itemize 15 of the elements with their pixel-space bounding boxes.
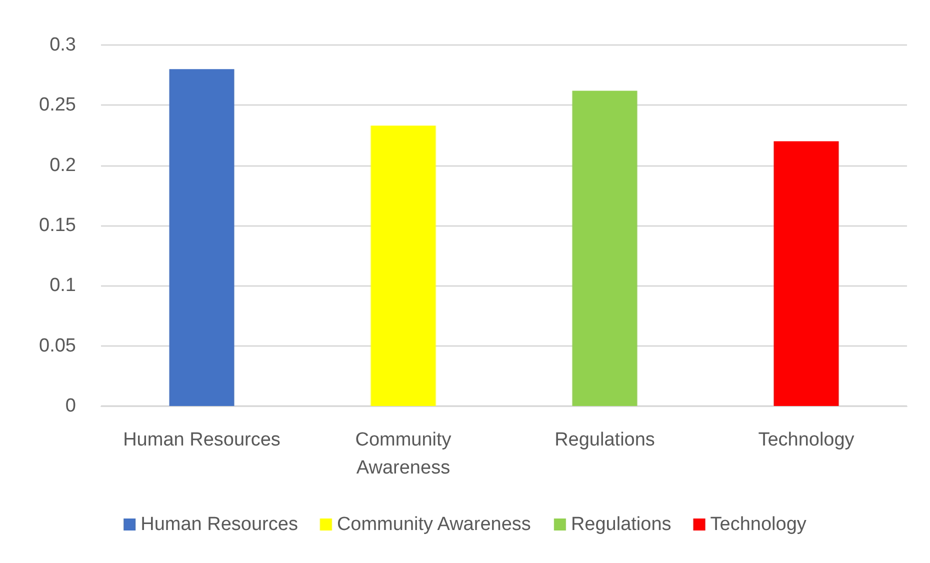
- x-tick-label: Community Awareness: [355, 430, 452, 478]
- y-tick-label: 0.2: [50, 154, 76, 176]
- x-tick-label: Technology: [758, 430, 855, 450]
- legend-label: Human Resources: [140, 514, 298, 535]
- y-tick-label: 0.3: [50, 34, 76, 56]
- y-tick-label: 0: [65, 396, 76, 416]
- legend-label: Regulations: [570, 514, 672, 535]
- legend-label: Technology: [710, 514, 807, 535]
- y-tick-label: 0.1: [50, 275, 76, 296]
- legend-label: Community Awareness: [336, 514, 531, 535]
- x-tick-label: Regulations: [554, 430, 655, 450]
- y-tick-label: 0.25: [39, 94, 76, 116]
- y-tick-label: 0.15: [39, 215, 76, 236]
- y-tick-label: 0.05: [39, 335, 76, 356]
- x-tick-label: Human Resources: [123, 430, 280, 450]
